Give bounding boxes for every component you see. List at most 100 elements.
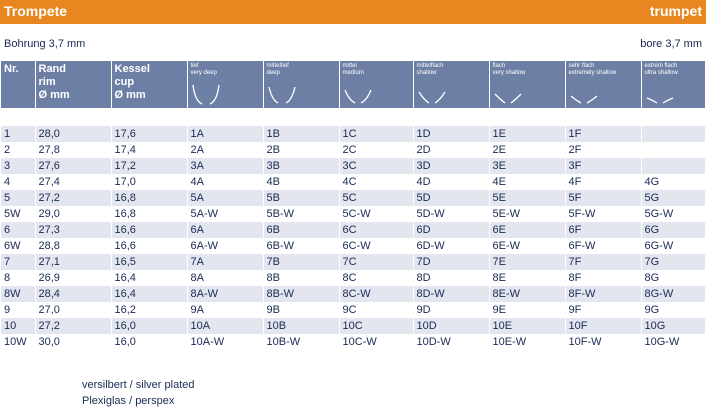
table-cell: 1E (488, 126, 565, 142)
cup-label-de: flach (492, 63, 506, 69)
table-cell: 8W (1, 286, 35, 302)
table-cell: 9F (564, 302, 641, 318)
title-right: trumpet (649, 3, 702, 19)
table-cell: 30,0 (34, 334, 111, 350)
cup-label-en: shallow (416, 70, 437, 76)
table-cell: 7C (338, 254, 413, 270)
table-cell: 8F-W (564, 286, 641, 302)
table-cell: 8C-W (338, 286, 413, 302)
table-cell: 10C (338, 318, 413, 334)
table-cell: 28,4 (34, 286, 111, 302)
table-cell: 8 (1, 270, 35, 286)
table-cell: 6A (186, 222, 263, 238)
table-cell: 6F (564, 222, 641, 238)
table-cell: 4B (262, 174, 339, 190)
table-cell: 1F (564, 126, 641, 142)
table-cell: 8D (412, 270, 489, 286)
cup-label-en: ultra shallow (644, 70, 678, 76)
table-cell: 16,4 (110, 270, 187, 286)
table-cell: 6A-W (186, 238, 263, 254)
table-cell: 7B (262, 254, 339, 270)
table-cell: 10B-W (262, 334, 339, 350)
col-header-rim: Rand rim Ø mm (34, 61, 111, 108)
col-header-cup-g: extrem flach ultra shallow (640, 61, 705, 108)
table-cell: 4F (564, 174, 641, 190)
table-cell: 7F (564, 254, 641, 270)
table-row: 7 27,1 16,5 7A 7B 7C 7D 7E 7F 7G (1, 254, 705, 270)
table-cell: 9A (186, 302, 263, 318)
table-cell (640, 126, 705, 142)
table-cell: 6B (262, 222, 339, 238)
cup-label-de: mittelflach (416, 63, 444, 69)
table-cell: 8C (338, 270, 413, 286)
col-header-line: Rand (38, 63, 67, 75)
table-cell: 10D-W (412, 334, 489, 350)
table-cell: 5B-W (262, 206, 339, 222)
table-cell: 3B (262, 158, 339, 174)
table-cell: 2D (412, 142, 489, 158)
table-cell: 7E (488, 254, 565, 270)
table-cell: 27,1 (34, 254, 111, 270)
bore-label-en: bore 3,7 mm (640, 38, 702, 50)
table-cell: 6F-W (564, 238, 641, 254)
table-cell: 1B (262, 126, 339, 142)
table-cell: 7A (186, 254, 263, 270)
table-row: 2 27,8 17,4 2A 2B 2C 2D 2E 2F (1, 142, 705, 158)
col-header-line: cup (114, 76, 135, 88)
table-cell: 10F (564, 318, 641, 334)
title-left: Trompete (4, 3, 68, 19)
col-header-line: Ø mm (38, 89, 70, 101)
table-row: 8W 28,4 16,4 8A-W 8B-W 8C-W 8D-W 8E-W 8F-W 8G-W (1, 286, 705, 302)
table-cell: 5G (640, 190, 705, 206)
cup-label-de: extrem flach (644, 63, 678, 69)
table-cell: 5A-W (186, 206, 263, 222)
table-cell: 17,4 (110, 142, 187, 158)
table-cell: 6 (1, 222, 35, 238)
table-cell: 6B-W (262, 238, 339, 254)
table-cell: 9G (640, 302, 705, 318)
cup-profile-icon (191, 84, 220, 105)
table-cell: 8B (262, 270, 339, 286)
mouthpiece-table: Nr. Rand rim Ø mm Kessel cup Ø mm tief v… (1, 61, 705, 350)
table-cell: 2 (1, 142, 35, 158)
table-cell: 4C (338, 174, 413, 190)
table-cell: 1 (1, 126, 35, 142)
table-cell: 17,2 (110, 158, 187, 174)
table-cell: 17,6 (110, 126, 187, 142)
table-cell: 2F (564, 142, 641, 158)
table-cell: 27,0 (34, 302, 111, 318)
table-cell: 26,9 (34, 270, 111, 286)
table-cell: 16,4 (110, 286, 187, 302)
cup-profile-icon (267, 86, 296, 104)
cup-label-de: mitteltief (266, 63, 289, 69)
table-cell: 8D-W (412, 286, 489, 302)
table-cell: 10C-W (338, 334, 413, 350)
table-cell: 2B (262, 142, 339, 158)
title-bar: Trompete trumpet (0, 0, 706, 24)
table-row: 6W 28,8 16,6 6A-W 6B-W 6C-W 6D-W 6E-W 6F-W 6G-W (1, 238, 705, 254)
table-cell: 6C-W (338, 238, 413, 254)
table-cell: 3E (488, 158, 565, 174)
table-cell: 5W (1, 206, 35, 222)
cup-label-en: very shallow (492, 70, 526, 76)
table-cell: 4E (488, 174, 565, 190)
table-cell: 5G-W (640, 206, 705, 222)
table-cell: 8B-W (262, 286, 339, 302)
table-cell: 27,2 (34, 318, 111, 334)
table-cell: 10A (186, 318, 263, 334)
table-cell: 6E-W (488, 238, 565, 254)
table-cell: 6W (1, 238, 35, 254)
table-cell: 27,4 (34, 174, 111, 190)
table-cell: 7 (1, 254, 35, 270)
table-row: 5 27,2 16,8 5A 5B 5C 5D 5E 5F 5G (1, 190, 705, 206)
table-cell: 4A (186, 174, 263, 190)
table-row: 10W 30,0 16,0 10A-W 10B-W 10C-W 10D-W 10E-W 10F-… (1, 334, 705, 350)
table-cell: 10W (1, 334, 35, 350)
table-cell: 2C (338, 142, 413, 158)
table-cell: 8E (488, 270, 565, 286)
table-cell: 29,0 (34, 206, 111, 222)
table-cell: 10G-W (640, 334, 705, 350)
table-cell: 5E (488, 190, 565, 206)
table-cell: 1C (338, 126, 413, 142)
table-cell: 16,6 (110, 222, 187, 238)
